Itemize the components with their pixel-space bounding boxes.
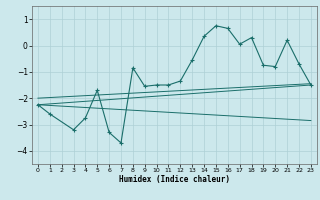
X-axis label: Humidex (Indice chaleur): Humidex (Indice chaleur): [119, 175, 230, 184]
